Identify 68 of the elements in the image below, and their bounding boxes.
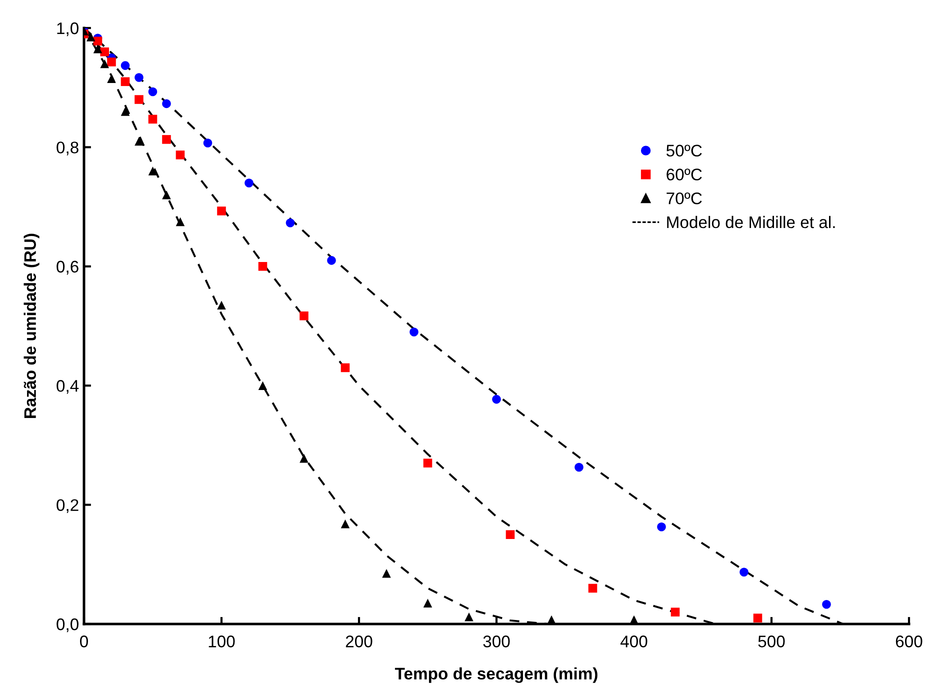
y-tick-label: 1,0: [57, 22, 78, 36]
point: [176, 150, 185, 160]
point: [134, 136, 144, 146]
y-tick-label: 0,2: [56, 499, 78, 513]
legend-label: 70ºC: [666, 192, 702, 204]
point: [120, 107, 130, 116]
point: [217, 206, 226, 216]
point: [286, 218, 295, 228]
point: [340, 363, 350, 372]
point: [506, 530, 515, 539]
point: [300, 454, 308, 463]
x-tick-label: 100: [208, 636, 235, 648]
y-tick-label: 0,8: [56, 142, 78, 156]
point: [300, 311, 308, 320]
point: [107, 58, 116, 66]
y-tick-label: 0,4: [56, 380, 79, 394]
y-tick-label: 0,6: [56, 260, 78, 275]
point: [822, 600, 831, 609]
point: [162, 99, 171, 108]
point: [244, 178, 254, 188]
point: [588, 584, 598, 593]
x-axis-title: Tempo de secagem (mim): [394, 667, 598, 683]
point: [464, 612, 474, 622]
point: [217, 300, 226, 310]
point: [93, 36, 102, 46]
point: [753, 614, 762, 622]
legend-label: Modelo de Midille et al.: [667, 216, 835, 228]
point: [203, 138, 212, 148]
point: [258, 262, 268, 271]
x-tick-label: 0: [80, 636, 88, 648]
point: [162, 190, 171, 200]
point: [176, 217, 185, 226]
x-tick-label: 400: [620, 636, 648, 648]
point: [574, 462, 584, 472]
point: [107, 74, 116, 84]
point: [382, 568, 391, 578]
point: [100, 47, 110, 56]
legend-label: 50ºC: [666, 144, 702, 157]
point: [162, 135, 171, 144]
y-axis-title: Razão de umidade (RU): [24, 234, 40, 418]
x-tick-label: 200: [346, 636, 372, 648]
point: [93, 44, 102, 54]
point: [134, 95, 144, 104]
x-tick-label: 600: [896, 636, 922, 648]
point: [740, 568, 748, 577]
point: [670, 608, 680, 616]
x-tick-label: 300: [483, 636, 510, 648]
point: [423, 458, 432, 468]
point: [148, 114, 158, 124]
point: [100, 59, 110, 68]
point: [120, 61, 130, 70]
point: [134, 73, 144, 82]
legend-label: 60ºC: [666, 168, 702, 180]
point: [120, 77, 130, 86]
point: [327, 256, 336, 265]
y-tick-label: 0,0: [56, 618, 78, 632]
point: [492, 394, 501, 404]
point: [630, 615, 638, 624]
point: [657, 522, 666, 532]
point: [547, 615, 556, 624]
point: [258, 381, 268, 390]
point: [148, 166, 158, 176]
point: [148, 87, 158, 96]
point: [423, 598, 432, 608]
point: [410, 328, 418, 336]
point: [86, 32, 96, 42]
x-tick-label: 500: [758, 636, 785, 648]
point: [340, 519, 350, 528]
